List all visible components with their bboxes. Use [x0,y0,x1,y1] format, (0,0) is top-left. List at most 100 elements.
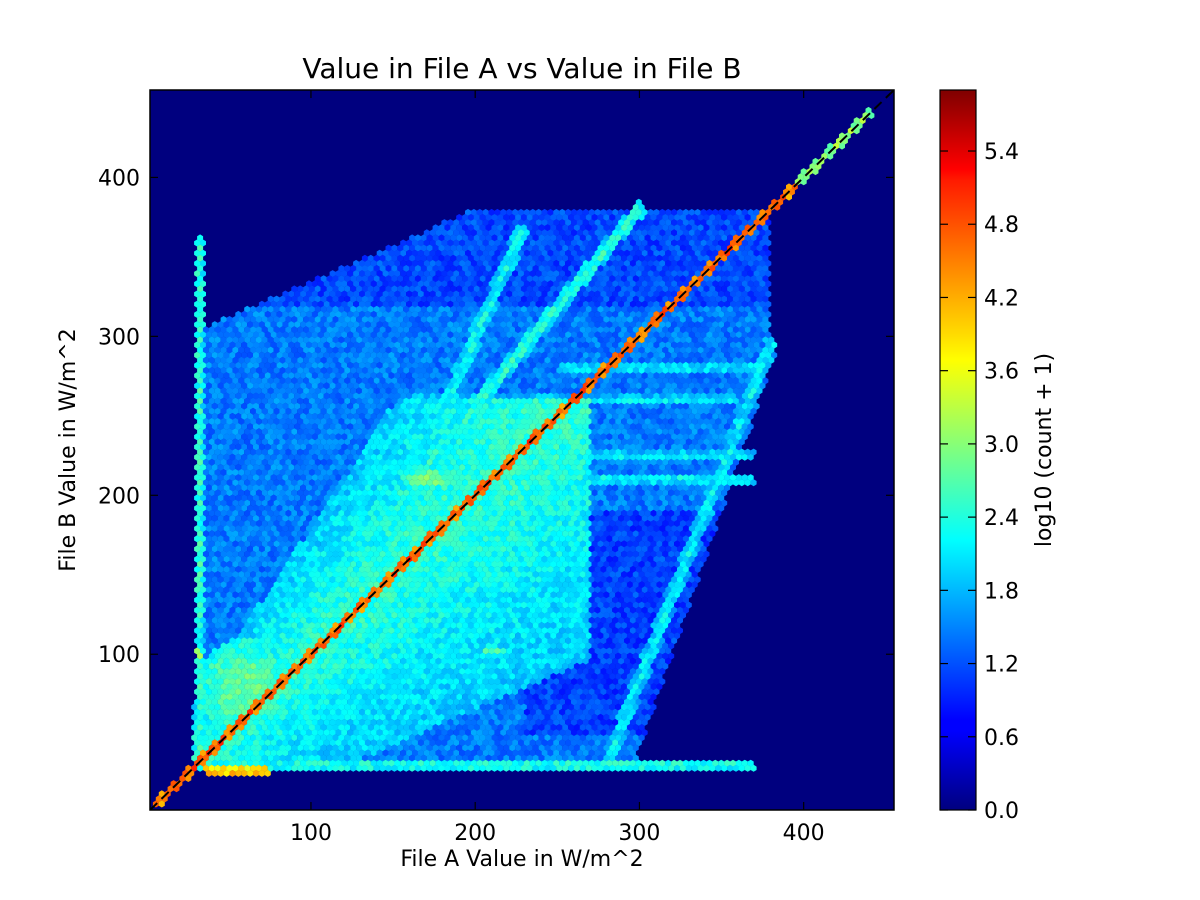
hexbin-cell [677,321,683,329]
hexbin-cell [406,341,413,349]
hexbin-cell [512,310,519,318]
hexbin-cell [550,214,557,221]
hexbin-cell [656,244,663,252]
hexbin-cell [541,310,548,318]
hexbin-cell [668,316,675,323]
hexbin-cell [712,321,719,329]
hexbin-cell [656,295,663,303]
hexbin-cell [320,326,327,334]
hexbin-cell [255,316,262,323]
hexbin-cell [353,321,360,329]
hexbin-cell [258,321,265,329]
hexbin-cell [482,310,489,318]
hexbin-cell [553,280,560,288]
hexbin-cell [685,285,692,293]
hexbin-cell [470,331,477,339]
hexbin-cell [553,300,560,308]
hexbin-cell [441,300,448,308]
hexbin-cell [682,331,689,339]
hexbin-cell [688,331,695,339]
hexbin-cell [506,310,513,318]
hexbin-cell [467,316,474,323]
hexbin-cell [364,310,371,318]
hexbin-cell [573,224,580,232]
hexbin-cell [562,305,569,313]
hexbin-cell [556,244,563,252]
hexbin-cell [523,321,530,329]
hexbin-cell [718,290,725,298]
hexbin-cell [544,224,551,232]
hexbin-cell [376,270,383,278]
hexbin-cell [565,270,572,278]
hexbin-cell [597,336,604,344]
hexbin-cell [456,214,463,221]
hexbin-cell [300,341,307,349]
hexbin-cell [456,326,463,334]
hexbin-cell [697,224,704,232]
hexbin-cell [727,336,734,344]
hexbin-cell [515,234,522,242]
chart-title: Value in File A vs Value in File B [302,52,741,85]
hexbin-cell [394,290,401,298]
hexbin-cell [556,305,563,313]
hexbin-cell [553,341,560,349]
hexbin-cell [609,265,616,272]
hexbin-cell [618,229,625,237]
hexbin-cell [526,254,533,262]
hexbin-cell [700,249,707,257]
hexbin-cell [665,219,672,227]
hexbin-cell [376,310,383,318]
hexbin-cell [494,249,501,257]
hexbin-cell [332,316,339,323]
hexbin-cell [647,239,654,247]
hexbin-cell [482,219,489,227]
hexbin-cell [467,295,474,303]
hexbin-cell [591,224,598,232]
hexbin-cell [573,336,580,344]
hexbin-cell [709,316,716,323]
hexbin-cell [573,244,580,252]
hexbin-cell [344,265,351,272]
hexbin-cell [465,270,471,278]
hexbin-cell [409,295,416,303]
hexbin-cell [285,295,292,303]
hexbin-cell [674,224,681,232]
hexbin-cell [715,214,722,221]
hexbin-cell [594,239,601,247]
hexbin-cell [479,295,486,303]
hexbin-cell [412,290,418,298]
hexbin-cell [532,285,539,293]
hexbin-cell [397,305,404,313]
hexbin-cell [671,280,678,288]
hexbin-cell [606,290,613,298]
hexbin-cell [385,305,392,313]
hexbin-cell [703,285,710,293]
hexbin-cell [494,239,501,247]
hexbin-cell [373,295,380,303]
hexbin-cell [441,331,448,339]
hexbin-cell [379,316,386,323]
hexbin-cell [476,259,483,267]
hexbin-cell [547,300,554,308]
hexbin-cell [762,265,769,272]
hexbin-cell [759,239,766,247]
hexbin-cell [647,341,654,349]
hexbin-cell [562,265,569,272]
hexbin-cell [467,285,474,293]
hexbin-cell [700,321,707,329]
hexbin-cell [397,265,404,272]
hexbin-cell [741,219,748,227]
hexbin-cell [382,270,389,278]
hexbin-cell [609,285,616,293]
hexbin-cell [756,295,763,303]
hexbin-cell [326,326,333,334]
hexbin-cell [491,295,498,303]
hexbin-cell [738,305,745,313]
hexbin-cell [694,300,701,308]
hexbin-cell [535,300,542,308]
hexbin-cell [638,336,645,344]
hexbin-cell [568,254,575,262]
hexbin-cell [473,326,480,334]
hexbin-cell [515,254,522,262]
hexbin-cell [515,336,522,344]
